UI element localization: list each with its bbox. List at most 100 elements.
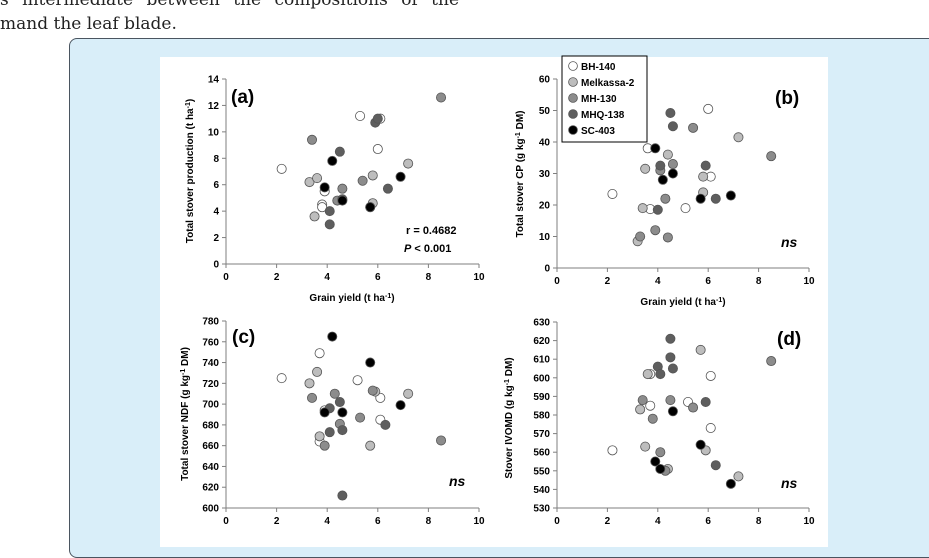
data-point-sc-403	[725, 190, 736, 201]
data-point-mhq-138	[337, 425, 348, 436]
legend-marker	[568, 125, 578, 135]
x-tick-label: 4	[655, 276, 661, 287]
panel-label: (b)	[775, 88, 799, 109]
data-point-melkassa-2	[637, 203, 648, 214]
y-axis-label: Total stover production (t ha-1)	[185, 99, 197, 243]
data-point-mh-130	[355, 412, 366, 423]
data-point-mh-130	[637, 395, 648, 406]
legend-label: MHQ-138	[581, 110, 625, 121]
data-point-melkassa-2	[640, 441, 651, 452]
data-point-melkassa-2	[403, 388, 414, 399]
p-value-annotation: P < 0.001	[404, 243, 451, 255]
y-tick-label: 10	[539, 232, 551, 243]
data-point-bh-140	[645, 400, 656, 411]
y-tick-label: 10	[208, 127, 220, 138]
data-point-mh-130	[650, 225, 661, 236]
x-tick-label: 0	[554, 516, 560, 527]
y-tick-label: 740	[202, 358, 219, 369]
data-point-mhq-138	[665, 352, 676, 363]
x-tick-label: 10	[473, 516, 485, 527]
x-tick-label: 6	[375, 272, 381, 283]
data-point-melkassa-2	[365, 440, 376, 451]
data-point-sc-403	[650, 456, 661, 467]
chart-a: 0 2 4 6 8 10 0 2 4 6 8 10 12 14 Grain yield (t ha-1) To…	[185, 75, 485, 305]
y-tick-label: 0	[544, 264, 550, 275]
x-tick-label: 10	[473, 272, 485, 283]
data-point-melkassa-2	[662, 149, 673, 160]
x-tick-label: 2	[605, 276, 611, 287]
legend-label: SC-403	[581, 126, 615, 137]
data-point-mh-130	[436, 92, 447, 103]
data-point-bh-140	[703, 103, 714, 114]
legend-marker	[568, 77, 578, 87]
data-point-bh-140	[705, 370, 716, 381]
chart-c: 0 2 4 6 8 10 600 620 640 660 680 700 720 740 760 780 Tot…	[180, 317, 485, 528]
y-tick-label: 660	[202, 441, 219, 452]
intro-paragraph: s intermediate between the compositions …	[0, 0, 500, 36]
data-point-melkassa-2	[695, 344, 706, 355]
y-tick-label: 8	[213, 154, 219, 165]
y-tick-label: 12	[208, 101, 220, 112]
data-point-mh-130	[766, 151, 777, 162]
data-point-sc-403	[725, 478, 736, 489]
y-tick-label: 720	[202, 379, 219, 390]
data-point-mhq-138	[337, 490, 348, 501]
chart-b: 0 2 4 6 8 10 0 10 20 30 40 50 60 Grain yield (t ha-1)…	[515, 75, 815, 309]
y-tick-label: 780	[202, 317, 219, 328]
x-tick-label: 0	[223, 272, 229, 283]
legend-label: BH-140	[581, 62, 616, 73]
y-tick-label: 630	[533, 318, 550, 329]
y-tick-label: 4	[213, 207, 219, 218]
x-axis-label: Grain yield (t ha-1)	[309, 293, 394, 305]
data-point-bh-140	[607, 188, 618, 199]
data-point-bh-140	[276, 373, 287, 384]
y-tick-label: 600	[202, 504, 219, 515]
data-point-mh-130	[337, 183, 348, 194]
y-tick-label: 680	[202, 420, 219, 431]
data-point-sc-403	[395, 171, 406, 182]
data-point-sc-403	[655, 463, 666, 474]
data-point-mhq-138	[324, 219, 335, 230]
ns-annotation: ns	[449, 473, 466, 489]
data-point-mhq-138	[334, 146, 345, 157]
data-point-melkassa-2	[314, 431, 325, 442]
data-point-melkassa-2	[403, 158, 414, 169]
x-axis-label: Grain yield (t ha-1)	[640, 297, 725, 309]
data-point-bh-140	[680, 203, 691, 214]
data-point-mh-130	[307, 392, 318, 403]
data-point-sc-403	[337, 195, 348, 206]
intro-line-1: s intermediate between the compositions …	[0, 0, 460, 10]
data-point-mhq-138	[372, 113, 383, 124]
data-point-mhq-138	[665, 108, 676, 119]
data-point-mh-130	[436, 435, 447, 446]
data-point-mhq-138	[710, 460, 721, 471]
scatter-figure: 0 2 4 6 8 10 0 2 4 6 8 10 12 14 Grain yield (t ha-1) To…	[180, 55, 815, 528]
data-point-sc-403	[337, 407, 348, 418]
y-tick-label: 550	[533, 466, 550, 477]
x-tick-label: 6	[705, 516, 711, 527]
data-point-sc-403	[327, 155, 338, 166]
x-tick-label: 10	[803, 516, 815, 527]
data-point-bh-140	[607, 445, 618, 456]
y-tick-label: 50	[539, 106, 551, 117]
y-tick-label: 760	[202, 337, 219, 348]
data-point-bh-140	[276, 163, 287, 174]
panel-label: (a)	[231, 87, 254, 108]
x-tick-label: 4	[324, 272, 330, 283]
data-point-mh-130	[655, 447, 666, 458]
y-tick-label: 560	[533, 448, 550, 459]
data-point-mhq-138	[655, 160, 666, 171]
data-point-mh-130	[357, 175, 368, 186]
data-point-sc-403	[319, 182, 330, 193]
data-point-mh-130	[688, 122, 699, 133]
data-point-melkassa-2	[312, 366, 323, 377]
y-tick-label: 530	[533, 504, 550, 515]
legend-marker	[568, 93, 578, 103]
x-tick-label: 2	[274, 516, 280, 527]
data-point-mhq-138	[334, 397, 345, 408]
x-tick-label: 0	[554, 276, 560, 287]
data-point-bh-140	[355, 111, 366, 122]
data-point-mh-130	[667, 159, 678, 170]
chart-d: 0 2 4 6 8 10 530 540 550 560 570 580 590 600 610 620 630…	[504, 318, 815, 528]
data-point-mh-130	[660, 193, 671, 204]
